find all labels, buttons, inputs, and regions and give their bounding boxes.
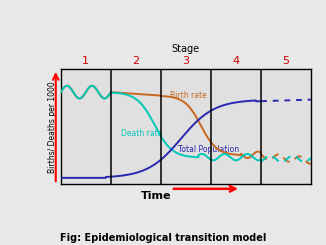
Text: 3: 3 <box>182 56 189 66</box>
Text: Death rate: Death rate <box>121 129 162 138</box>
Text: Birth rate: Birth rate <box>170 91 206 100</box>
Text: 1: 1 <box>82 56 89 66</box>
Text: 2: 2 <box>132 56 140 66</box>
Text: 5: 5 <box>282 56 289 66</box>
Text: Time: Time <box>141 191 171 201</box>
Text: Total Population: Total Population <box>178 145 240 154</box>
Text: Stage: Stage <box>172 44 200 54</box>
Y-axis label: Births/ Deaths per 1000: Births/ Deaths per 1000 <box>48 81 57 172</box>
Text: Fig: Epidemiological transition model: Fig: Epidemiological transition model <box>60 233 266 243</box>
Text: 4: 4 <box>232 56 240 66</box>
